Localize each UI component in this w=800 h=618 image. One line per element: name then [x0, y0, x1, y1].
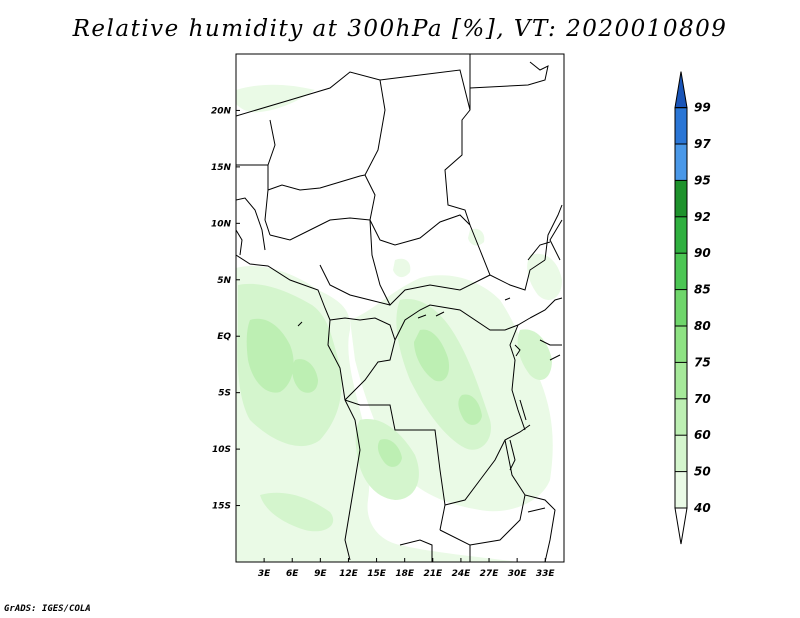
- colorbar-level-label: 70: [694, 392, 711, 406]
- colorbar-lower-arrow: [674, 507, 688, 545]
- humidity-field: [236, 84, 562, 562]
- lon-tick-label: 33E: [536, 569, 556, 579]
- colorbar-segment: [675, 471, 687, 508]
- lat-tick-label: 5S: [218, 389, 231, 399]
- colorbar-segment: [675, 144, 687, 181]
- lon-tick-label: 3E: [258, 569, 271, 579]
- lon-tick-label: 18E: [395, 569, 415, 579]
- colorbar-level-label: 99: [694, 101, 711, 115]
- lat-tick-label: EQ: [217, 332, 231, 342]
- lon-tick-label: 12E: [339, 569, 359, 579]
- country-borders: [236, 54, 563, 562]
- colorbar-segment: [675, 326, 687, 363]
- humidity-field-dark: [246, 318, 482, 467]
- lat-tick-label: 20N: [211, 106, 232, 116]
- lon-tick-label: 21E: [423, 569, 443, 579]
- lon-tick-label: 27E: [480, 569, 500, 579]
- lat-tick-label: 10N: [211, 219, 232, 229]
- lat-tick-label: 15N: [211, 163, 232, 173]
- longitude-axis: 3E 6E 9E 12E 15E 18E 21E 24E 27E 30E 33E: [258, 558, 556, 579]
- colorbar-segment: [675, 107, 687, 144]
- map-frame: [235, 53, 565, 563]
- lat-tick-label: 5N: [217, 276, 231, 286]
- colorbar-upper-arrow: [674, 71, 688, 109]
- map-title: Relative humidity at 300hPa [%], VT: 202…: [72, 16, 728, 42]
- colorbar-segment: [675, 289, 687, 326]
- colorbar-segment: [675, 253, 687, 290]
- colorbar-segment: [675, 216, 687, 254]
- colorbar-segment: [675, 398, 687, 436]
- latitude-axis: 20N 15N 10N 5N EQ 5S 10S 15S: [211, 106, 240, 512]
- lon-tick-label: 6E: [286, 569, 299, 579]
- colorbar-level-label: 80: [694, 319, 711, 333]
- lon-tick-label: 30E: [508, 569, 528, 579]
- colorbar-segment: [675, 362, 687, 399]
- colorbar-level-label: 97: [694, 137, 711, 151]
- credit-label: GrADS: IGES/COLA: [4, 604, 91, 614]
- colorbar-level-label: 92: [694, 210, 711, 224]
- colorbar-level-label: 90: [694, 246, 711, 260]
- lat-tick-label: 10S: [212, 445, 231, 455]
- lon-tick-label: 24E: [452, 569, 472, 579]
- colorbar-level-label: 75: [694, 355, 711, 369]
- lon-tick-label: 15E: [367, 569, 387, 579]
- lon-tick-label: 9E: [314, 569, 327, 579]
- colorbar: 40 50 60 70 75 80 85 90 92 95 97 99: [674, 71, 711, 545]
- colorbar-segment: [675, 180, 687, 217]
- colorbar-level-label: 40: [693, 501, 711, 515]
- colorbar-level-label: 85: [694, 283, 711, 297]
- lat-tick-label: 15S: [212, 502, 231, 512]
- colorbar-level-label: 60: [694, 428, 711, 442]
- colorbar-level-label: 95: [694, 173, 711, 187]
- colorbar-segment: [675, 435, 687, 472]
- colorbar-level-label: 50: [694, 465, 711, 479]
